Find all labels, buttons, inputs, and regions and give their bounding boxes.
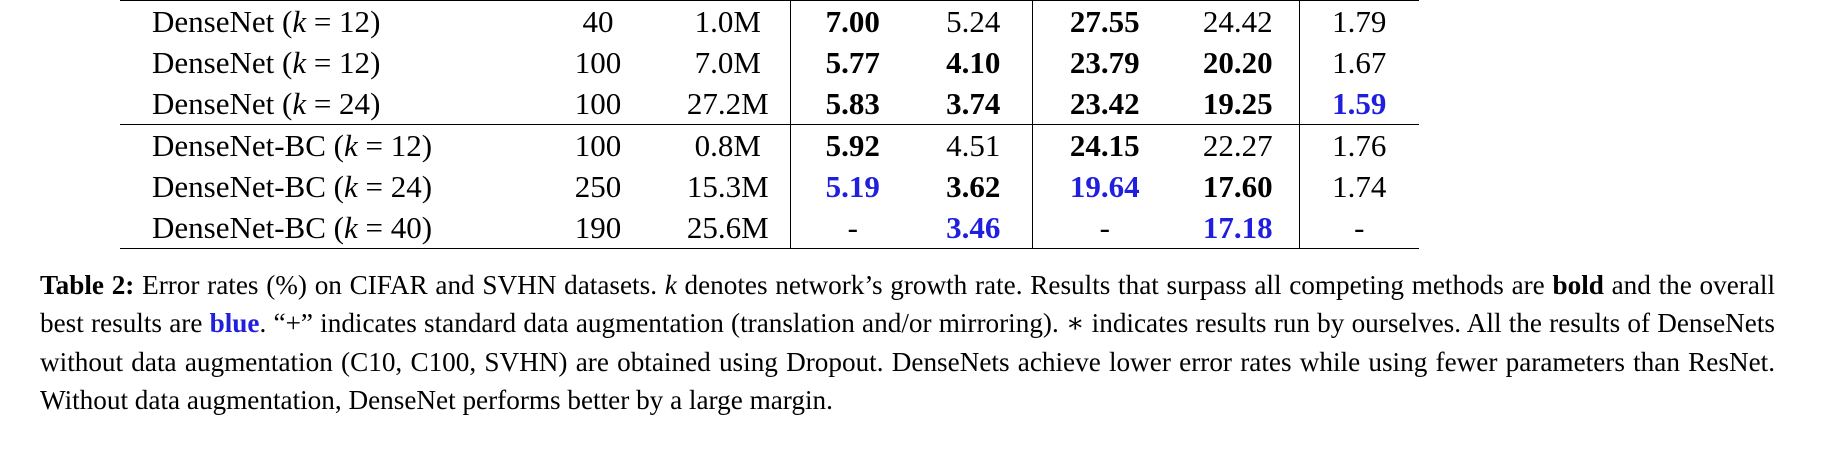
growth-rate: = 24 [366, 169, 422, 204]
cell-svhn: 1.79 [1299, 1, 1419, 43]
cell-params: 15.3M [666, 166, 790, 207]
growth-rate: = 12 [314, 4, 370, 39]
k-symbol: k [344, 128, 358, 163]
cell-c100-plus: 24.42 [1177, 1, 1299, 43]
caption-text-2: denotes network’s growth rate. Results t… [677, 270, 1553, 300]
cell-params: 1.0M [666, 1, 790, 43]
close-paren: ) [422, 210, 432, 245]
cell-depth: 100 [530, 125, 666, 167]
growth-rate: = 12 [314, 45, 370, 80]
cell-svhn: 1.59 [1299, 83, 1419, 125]
table-row: DenseNet (k = 24) 100 27.2M 5.83 3.74 23.42 19… [120, 83, 1653, 125]
caption-label: Table 2: [40, 270, 134, 300]
cell-c10: 5.83 [790, 83, 915, 125]
cell-c10-plus: 3.74 [915, 83, 1032, 125]
cell-c100: 24.15 [1032, 125, 1177, 167]
table-row: DenseNet (k = 12) 40 1.0M 7.00 5.24 27.55 24.4… [120, 1, 1653, 43]
table-row: DenseNet-BC (k = 12) 100 0.8M 5.92 4.51 24.15… [120, 125, 1653, 167]
caption-text-4: . “+” indicates standard data augmentati… [40, 308, 1775, 415]
caption-bold-word: bold [1552, 270, 1603, 300]
open-paren: ( [326, 210, 344, 245]
open-paren: ( [274, 45, 292, 80]
table-row: DenseNet-BC (k = 24) 250 15.3M 5.19 3.62 19.6… [120, 166, 1653, 207]
cell-svhn: - [1299, 207, 1419, 249]
cell-method: DenseNet-BC (k = 40) [120, 207, 530, 249]
k-symbol: k [344, 169, 358, 204]
growth-rate: = 40 [366, 210, 422, 245]
cell-c10-plus: 4.51 [915, 125, 1032, 167]
open-paren: ( [274, 86, 292, 121]
cell-c100: 23.79 [1032, 42, 1177, 83]
close-paren: ) [370, 86, 380, 121]
close-paren: ) [370, 45, 380, 80]
cell-c100: - [1032, 207, 1177, 249]
cell-method: DenseNet-BC (k = 24) [120, 166, 530, 207]
cell-c10: 5.92 [790, 125, 915, 167]
method-name: DenseNet [152, 45, 274, 80]
close-paren: ) [422, 169, 432, 204]
k-symbol: k [344, 210, 358, 245]
error-rate-table: DenseNet (k = 12) 40 1.0M 7.00 5.24 27.55 24.4… [120, 0, 1653, 249]
method-name: DenseNet-BC [152, 128, 326, 163]
cell-svhn: 1.76 [1299, 125, 1419, 167]
open-paren: ( [274, 4, 292, 39]
close-paren: ) [422, 128, 432, 163]
k-symbol: k [292, 45, 306, 80]
cell-params: 27.2M [666, 83, 790, 125]
method-name: DenseNet-BC [152, 210, 326, 245]
cell-depth: 100 [530, 83, 666, 125]
cell-params: 0.8M [666, 125, 790, 167]
cell-c100-plus: 19.25 [1177, 83, 1299, 125]
cell-method: DenseNet-BC (k = 12) [120, 125, 530, 167]
table-body: DenseNet (k = 12) 40 1.0M 7.00 5.24 27.55 24.4… [120, 1, 1653, 249]
open-paren: ( [326, 169, 344, 204]
cell-c10: 5.77 [790, 42, 915, 83]
cell-c10: 5.19 [790, 166, 915, 207]
method-name: DenseNet [152, 86, 274, 121]
cell-c100: 23.42 [1032, 83, 1177, 125]
results-table-container: DenseNet (k = 12) 40 1.0M 7.00 5.24 27.55 24.4… [120, 0, 1653, 257]
table-row: DenseNet (k = 12) 100 7.0M 5.77 4.10 23.79 20.… [120, 42, 1653, 83]
cell-depth: 100 [530, 42, 666, 83]
cell-c10-plus: 3.46 [915, 207, 1032, 249]
cell-svhn: 1.74 [1299, 166, 1419, 207]
method-name: DenseNet-BC [152, 169, 326, 204]
table-row: DenseNet-BC (k = 40) 190 25.6M -3.46-17.18- [120, 207, 1653, 249]
caption-blue-word: blue [210, 308, 260, 338]
open-paren: ( [326, 128, 344, 163]
cell-c100: 19.64 [1032, 166, 1177, 207]
cell-depth: 40 [530, 1, 666, 43]
caption-text-1: Error rates (%) on CIFAR and SVHN datase… [134, 270, 664, 300]
growth-rate: = 12 [366, 128, 422, 163]
cell-method: DenseNet (k = 24) [120, 83, 530, 125]
table-caption: Table 2: Error rates (%) on CIFAR and SV… [40, 266, 1775, 420]
cell-svhn: 1.67 [1299, 42, 1419, 83]
cell-c100-plus: 20.20 [1177, 42, 1299, 83]
method-name: DenseNet [152, 4, 274, 39]
cell-method: DenseNet (k = 12) [120, 1, 530, 43]
cell-c100-plus: 22.27 [1177, 125, 1299, 167]
cell-method: DenseNet (k = 12) [120, 42, 530, 83]
cell-c10: - [790, 207, 915, 249]
close-paren: ) [370, 4, 380, 39]
k-symbol: k [292, 4, 306, 39]
cell-c10: 7.00 [790, 1, 915, 43]
growth-rate: = 24 [314, 86, 370, 121]
cell-c100: 27.55 [1032, 1, 1177, 43]
cell-c10-plus: 3.62 [915, 166, 1032, 207]
cell-c10-plus: 4.10 [915, 42, 1032, 83]
cell-params: 25.6M [666, 207, 790, 249]
cell-c100-plus: 17.18 [1177, 207, 1299, 249]
cell-depth: 250 [530, 166, 666, 207]
k-symbol: k [292, 86, 306, 121]
caption-k-symbol: k [665, 270, 677, 300]
cell-depth: 190 [530, 207, 666, 249]
cell-params: 7.0M [666, 42, 790, 83]
cell-c100-plus: 17.60 [1177, 166, 1299, 207]
cell-c10-plus: 5.24 [915, 1, 1032, 43]
